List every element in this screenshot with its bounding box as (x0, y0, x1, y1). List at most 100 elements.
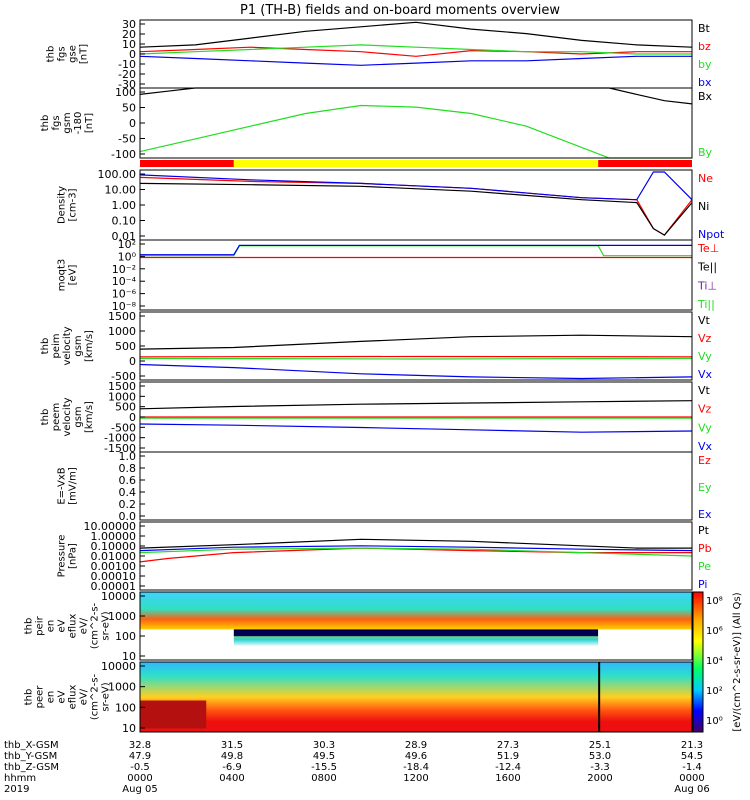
y-tick-label: 50 (122, 102, 136, 115)
x-row-label: thb_Y-GSM (4, 751, 57, 762)
y-tick-label: 10⁻² (112, 263, 136, 276)
series-line-vx (139, 423, 693, 433)
y-tick-label: 1000 (108, 610, 136, 623)
y-axis-label: thbpeereneVefluxeV/(cm^2-s-sr-eV) (24, 673, 112, 720)
y-tick-label: 0.4 (119, 486, 137, 499)
end-date: Aug 06 (674, 784, 709, 795)
y-tick-label: 0.2 (119, 498, 137, 511)
legend-entry: Vy (698, 421, 712, 434)
y-tick-label: 10⁻⁸ (112, 300, 137, 313)
x-row-value: 21.3 (681, 740, 703, 751)
panel-frame (139, 521, 693, 591)
spike (598, 662, 601, 732)
x-row-value: -18.4 (403, 762, 429, 773)
y-axis-label: thbpeireneVefluxeV/(cm^2-s-sr-eV) (24, 602, 112, 649)
x-row-value: 49.5 (313, 751, 335, 762)
x-row-value: 28.9 (405, 740, 427, 751)
x-axis-labels: thb_X-GSM 32.8 31.5 30.3 28.9 27.3 25.1 21.3 thb… (4, 740, 710, 795)
y-tick-label: 10⁻⁶ (112, 288, 137, 301)
series-line-bx (139, 55, 692, 66)
x-row-value: -12.4 (495, 762, 521, 773)
y-tick-label: 100 (115, 630, 136, 643)
x-row-label: thb_X-GSM (4, 740, 59, 751)
x-row-label: thb_Z-GSM (4, 762, 59, 773)
noise-band (233, 629, 599, 637)
x-row-value: 0800 (311, 773, 336, 784)
y-tick-label: 0.00100 (91, 560, 137, 573)
y-tick-label: 1500 (108, 310, 136, 323)
legend-entry: Vt (698, 314, 711, 327)
y-tick-label: 500 (115, 401, 136, 414)
legend-entry: Pi (698, 578, 707, 591)
panel-8: 1.00.80.60.40.20.0 E=-VxB[mV/m] Ez Ey Ex (57, 450, 712, 523)
x-row-value: -0.5 (130, 762, 150, 773)
y-tick-label: 10 (122, 722, 136, 735)
colorbar: 10⁸ 10⁶ 10⁴ 10² 10⁰ [eV/(cm^2-s-sr-eV)] (All … (692, 591, 743, 733)
legend-entry: Pt (698, 524, 710, 537)
series-line-pt (139, 538, 692, 549)
y-axis-label: moqt3[eV] (57, 259, 79, 292)
y-tick-label: 100 (115, 701, 136, 714)
x-row-value: 1200 (403, 773, 428, 784)
x-row-value: 47.9 (129, 751, 151, 762)
legend-entry: Te|| (697, 261, 717, 274)
y-tick-label: 10.00000 (84, 520, 137, 533)
y-tick-label: 1.0 (119, 450, 137, 463)
mode-bar-segment (233, 160, 599, 167)
x-row-value: 49.6 (405, 751, 427, 762)
y-axis-label: thbpeemvelocitygsm[km/s] (40, 397, 95, 436)
y-tick-label: 10 (122, 38, 136, 51)
y-tick-label: -500 (111, 421, 136, 434)
legend-entry: bz (698, 40, 711, 53)
y-tick-label: 0.8 (119, 462, 137, 475)
y-tick-label: -1500 (104, 442, 136, 455)
year-label: 2019 (4, 784, 29, 795)
panels: 3020100-10-20-30thbfgsgse[nT]Btbzbybx100… (24, 18, 725, 735)
y-tick-label: 10.00 (105, 184, 137, 197)
y-tick-label: 1000 (108, 681, 136, 694)
colorbar-label: [eV/(cm^2-s-sr-eV)] (All Qs) (732, 592, 743, 731)
colorbar-scale (692, 591, 704, 733)
x-row-value: 32.8 (129, 740, 151, 751)
x-row-value: 27.3 (497, 740, 519, 751)
legend-entry: Ex (698, 508, 712, 521)
x-row-value: 0000 (679, 773, 704, 784)
y-tick-label: -10 (118, 58, 136, 71)
panel-frame (139, 661, 693, 733)
series-line-bt (139, 21, 693, 48)
panel-9: 10.000001.000000.100000.010000.001000.00… (57, 520, 712, 593)
x-row-value: -1.4 (682, 762, 702, 773)
low-energy-band (140, 700, 207, 729)
x-row-value: 0400 (219, 773, 244, 784)
legend-entry: Bx (698, 90, 713, 103)
panel-frame (139, 19, 693, 89)
series-line-by (139, 44, 692, 55)
x-row-value: 30.3 (313, 740, 335, 751)
y-tick-label: 100 (115, 86, 136, 99)
x-row-value: 31.5 (221, 740, 243, 751)
x-row-value: 2000 (587, 773, 612, 784)
legend-entry: by (698, 58, 712, 71)
y-tick-label: 1000 (108, 390, 136, 403)
y-tick-label: 10000 (101, 590, 136, 603)
series-line-bz (139, 46, 692, 57)
panel-frame (139, 451, 693, 521)
y-tick-label: 0.00001 (91, 580, 137, 593)
legend-entry: Vx (698, 440, 713, 453)
y-tick-label: -50 (118, 133, 136, 146)
data-gap (598, 629, 692, 660)
panel-frame (139, 239, 693, 311)
y-tick-label: 100.00 (98, 168, 137, 181)
series-line-vx (139, 363, 693, 380)
y-axis-label: Density[cm-3] (57, 186, 79, 224)
y-tick-label: 1.00 (112, 199, 137, 212)
series-line-ni (139, 182, 693, 236)
series-line-vt (139, 334, 693, 350)
y-axis-label: thbfgsgsm-180[nT] (40, 112, 95, 135)
legend-entry: Vz (698, 332, 712, 345)
y-tick-label: 0 (129, 48, 136, 61)
